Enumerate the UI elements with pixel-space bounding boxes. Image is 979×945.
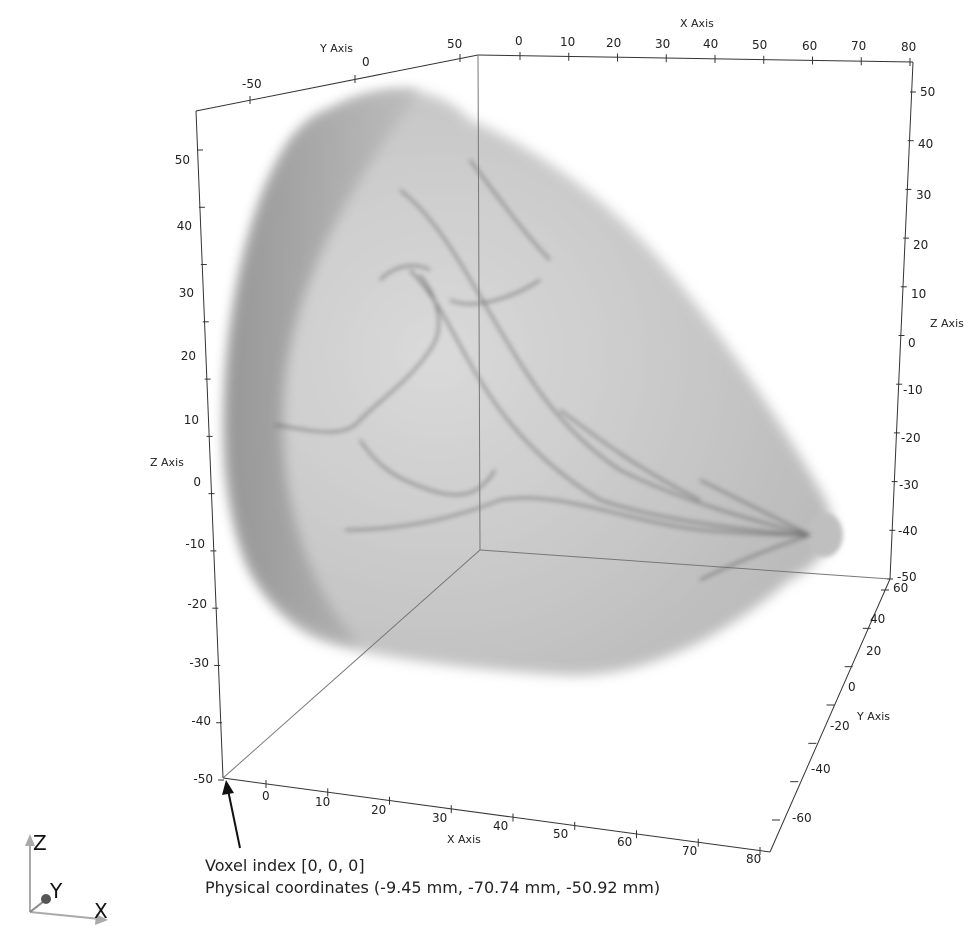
top-x-tick: 80 (901, 40, 916, 54)
left-z-tick: 50 (175, 153, 190, 167)
bottom-x-tick: 0 (262, 789, 270, 803)
bottom-x-tick: 40 (493, 819, 508, 833)
left-z-tick: -40 (191, 714, 211, 728)
right-y-tick: 40 (870, 612, 885, 626)
right-y-tick: 0 (848, 680, 856, 694)
right-y-axis-title: Y Axis (856, 710, 890, 723)
top-y-tick: 0 (362, 55, 370, 69)
left-z-tick: 30 (179, 286, 194, 300)
right-z-tick: 0 (908, 336, 916, 350)
top-x-tick: 40 (703, 37, 718, 51)
bounding-box (195, 54, 914, 853)
orientation-widget: Z Y X (25, 831, 108, 925)
y-axis-marker-icon (41, 894, 51, 904)
right-z-tick: 10 (911, 287, 926, 301)
volume-rendering (224, 89, 843, 676)
right-y-tick: 60 (893, 581, 908, 595)
tick-marks (197, 52, 916, 855)
right-z-tick: -30 (899, 478, 919, 492)
left-z-tick: 20 (181, 349, 196, 363)
right-y-tick: 20 (866, 644, 881, 658)
left-z-tick: 0 (193, 475, 201, 489)
top-x-tick: 50 (752, 38, 767, 52)
top-x-tick: 70 (851, 39, 866, 53)
top-x-tick: 0 (515, 34, 523, 48)
right-z-tick: 20 (913, 238, 928, 252)
top-y-tick: -50 (242, 77, 262, 91)
orientation-z-label: Z (33, 831, 47, 855)
right-z-tick-labels: 50 40 30 20 10 0 -10 -20 -30 -40 -50 (897, 85, 935, 584)
top-y-tick-labels: -50 0 50 (242, 37, 462, 91)
top-y-tick: 50 (447, 37, 462, 51)
top-x-tick: 30 (655, 37, 670, 51)
origin-arrow (222, 780, 241, 849)
right-y-tick: -40 (811, 762, 831, 776)
top-y-axis-title: Y Axis (319, 42, 353, 55)
top-x-axis-title: X Axis (680, 17, 714, 30)
voxel-index-label: Voxel index [0, 0, 0] (205, 856, 365, 875)
right-z-tick: 30 (916, 188, 931, 202)
right-y-tick: -60 (792, 811, 812, 825)
volume-left-edge (225, 89, 420, 645)
left-z-tick: 10 (184, 413, 199, 427)
orientation-y-label: Y (49, 879, 63, 903)
top-x-tick: 20 (606, 36, 621, 50)
bottom-x-axis-title: X Axis (447, 833, 481, 846)
vessels (274, 159, 811, 581)
left-z-axis-title: Z Axis (150, 456, 184, 469)
right-z-tick: 50 (920, 85, 935, 99)
bottom-x-tick-labels: 0 10 20 30 40 50 60 70 80 (262, 789, 761, 866)
physical-coordinates-label: Physical coordinates (-9.45 mm, -70.74 m… (205, 878, 660, 897)
left-z-tick: 40 (177, 219, 192, 233)
right-z-tick: -20 (901, 431, 921, 445)
right-z-tick: 40 (918, 137, 933, 151)
left-z-tick: -10 (185, 537, 205, 551)
left-z-tick: -50 (193, 772, 213, 786)
right-y-tick-labels: 60 40 20 0 -20 -40 -60 (792, 581, 908, 825)
bottom-x-tick: 20 (371, 803, 386, 817)
top-x-tick: 10 (560, 35, 575, 49)
right-z-tick: -10 (903, 383, 923, 397)
left-z-tick: -30 (189, 656, 209, 670)
bottom-x-tick: 70 (682, 844, 697, 858)
right-z-tick: -40 (898, 524, 918, 538)
bottom-x-tick: 10 (315, 795, 330, 809)
top-x-tick: 60 (802, 39, 817, 53)
left-z-tick-labels: 50 40 30 20 10 0 -10 -20 -30 -40 -50 (175, 153, 213, 786)
right-z-tick: -50 (897, 570, 917, 584)
bottom-x-tick: 30 (432, 811, 447, 825)
top-x-tick-labels: 0 10 20 30 40 50 60 70 80 (515, 34, 916, 54)
bottom-x-tick: 50 (553, 827, 568, 841)
nipple-region (807, 513, 843, 557)
bottom-x-tick: 80 (746, 852, 761, 866)
right-z-axis-title: Z Axis (930, 317, 964, 330)
right-y-tick: -20 (830, 719, 850, 733)
left-z-tick: -20 (187, 597, 207, 611)
bottom-x-tick: 60 (617, 835, 632, 849)
orientation-x-label: X (94, 899, 108, 923)
